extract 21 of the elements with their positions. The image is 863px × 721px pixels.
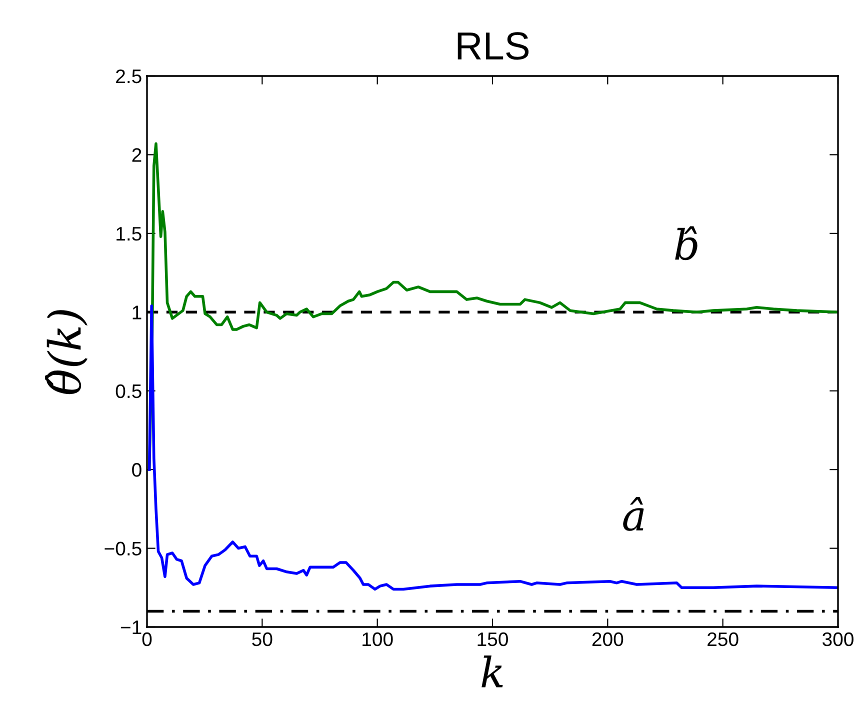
x-tick-label: 50 (252, 632, 272, 646)
x-tick-label: 100 (362, 632, 393, 646)
x-tick-label: 200 (592, 632, 624, 646)
series-label: â (623, 497, 644, 531)
x-tick-label: 300 (822, 632, 854, 646)
y-tick-label: −1 (120, 620, 142, 634)
y-axis-title: θ̂(k) (45, 310, 88, 394)
y-tick-label: 1 (132, 306, 142, 320)
series-label: b̂ (675, 226, 698, 260)
y-tick-label: 0 (132, 463, 142, 477)
y-tick-label: 2.5 (116, 69, 142, 84)
line-series (148, 304, 838, 591)
y-tick-label: −0.5 (104, 542, 142, 556)
y-tick-label: 2 (132, 148, 142, 162)
x-tick-label: 0 (142, 632, 152, 646)
y-tick-label: 1.5 (116, 227, 142, 241)
y-tick-label: 0.5 (116, 384, 142, 398)
x-axis-title: k (482, 656, 503, 688)
x-tick-label: 250 (708, 632, 738, 646)
chart-title: RLS (458, 32, 529, 60)
x-tick-label: 150 (478, 632, 508, 646)
